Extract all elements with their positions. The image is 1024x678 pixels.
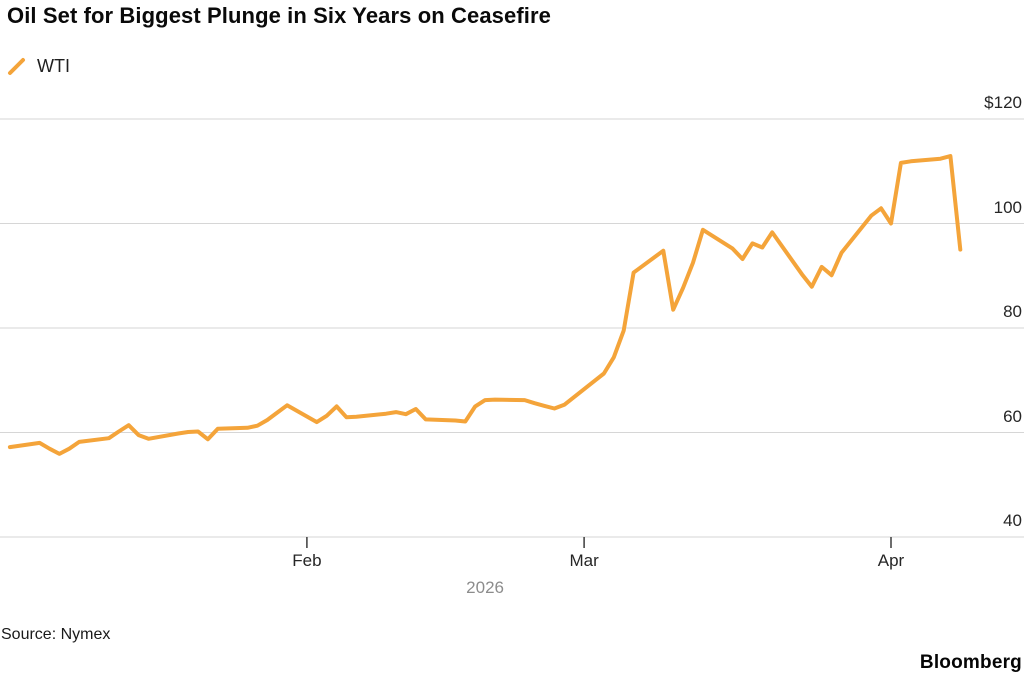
x-axis-year-label: 2026	[466, 578, 504, 597]
y-axis-label: 60	[1003, 406, 1022, 426]
y-axis-label: 100	[993, 197, 1022, 217]
x-axis-label: Feb	[292, 551, 322, 570]
y-axis-label: $120	[984, 93, 1022, 112]
legend-line-icon	[8, 58, 25, 75]
y-axis-label: 40	[1003, 511, 1022, 530]
y-axis-label: 80	[1003, 302, 1022, 321]
series-line-wti	[7, 154, 963, 456]
legend-label-wti: WTI	[37, 56, 70, 76]
x-axis-label: Mar	[569, 551, 599, 570]
chart-title: Oil Set for Biggest Plunge in Six Years …	[7, 3, 551, 28]
x-axis-label: Apr	[877, 551, 905, 570]
legend: WTI	[6, 55, 70, 77]
bloomberg-logo: Bloomberg	[919, 652, 1022, 673]
source-note: Source: Nymex	[1, 626, 111, 643]
